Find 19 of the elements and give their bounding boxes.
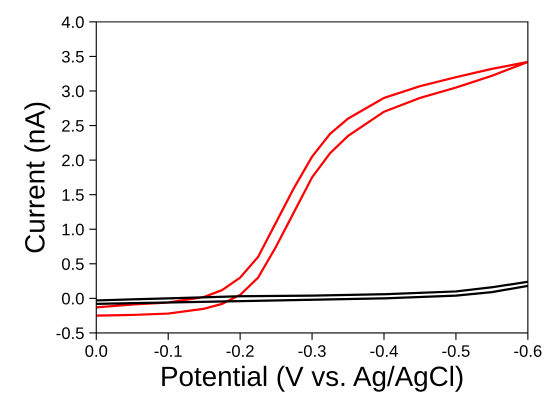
y-tick-label: 3.0 bbox=[62, 85, 84, 98]
x-axis-title: Potential (V vs. Ag/AgCl) bbox=[162, 366, 462, 392]
x-tick-label: -0.1 bbox=[154, 345, 182, 357]
x-tick-label: -0.4 bbox=[370, 345, 398, 357]
y-tick-label: 0.5 bbox=[62, 258, 84, 270]
y-tick-label: 2.0 bbox=[62, 154, 84, 166]
y-tick-label: 1.0 bbox=[62, 224, 84, 236]
y-tick-label: 2.5 bbox=[62, 120, 84, 132]
x-tick-label: -0.5 bbox=[442, 345, 470, 357]
x-tick-label: -0.3 bbox=[298, 345, 326, 357]
y-axis-title: Current (nA) bbox=[24, 102, 50, 252]
y-tick-label: 3.5 bbox=[62, 50, 84, 63]
x-tick-label: -0.2 bbox=[226, 345, 254, 357]
x-tick-label: 0.0 bbox=[85, 345, 108, 357]
y-tick-label: 0.0 bbox=[62, 292, 84, 305]
y-tick-label: 4.0 bbox=[62, 16, 84, 28]
y-tick-label: -0.5 bbox=[56, 327, 84, 340]
x-tick-label: -0.6 bbox=[514, 345, 542, 357]
y-tick-label: 1.5 bbox=[62, 189, 84, 201]
